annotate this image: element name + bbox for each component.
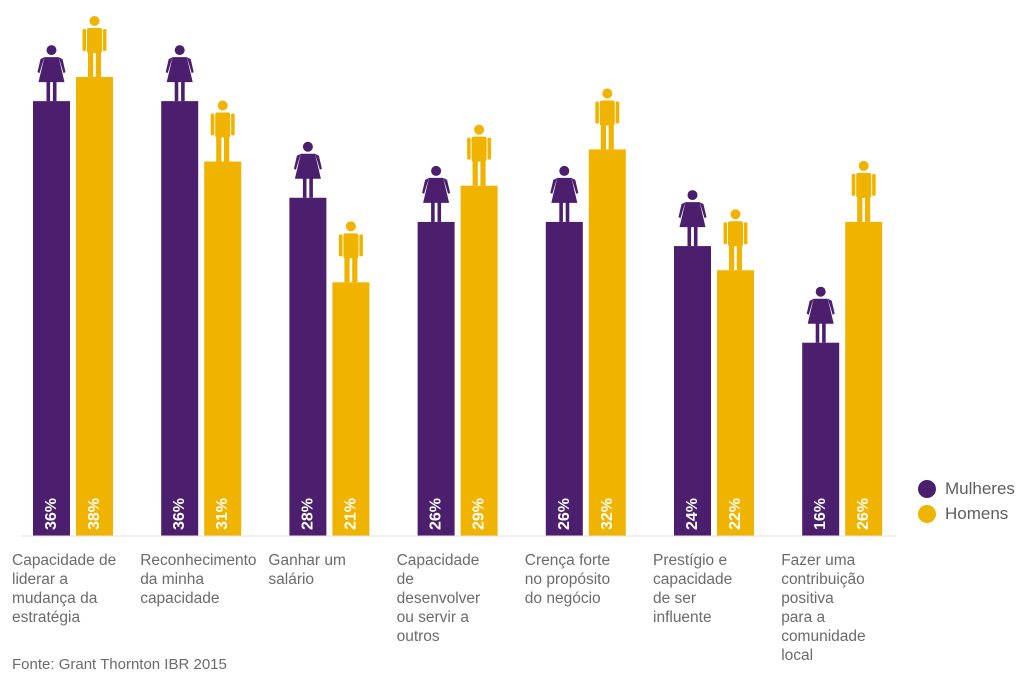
bar-mulheres-6 <box>802 342 840 536</box>
man-icon-5 <box>723 209 748 271</box>
category-label-1: Reconhecimento da minha capacidade <box>140 552 257 607</box>
woman-icon-4 <box>550 165 579 222</box>
legend-item-homens: Homens <box>918 504 1008 524</box>
bar-mulheres-2 <box>289 197 327 536</box>
legend-swatch-mulheres <box>918 480 936 498</box>
woman-icon-2 <box>293 141 322 198</box>
category-label-4: Crença forte no propósito do negócio <box>524 552 611 607</box>
value-label-homens-4: 32% <box>599 498 616 530</box>
bar-homens-2 <box>332 282 370 536</box>
bar-homens-3 <box>460 185 498 536</box>
legend-swatch-homens <box>918 505 936 523</box>
value-labels-layer: 36% 38% 36% 31% 28% 21% 26% 29% 26% 32% 24% 22% 16% 2… <box>43 498 872 530</box>
bar-homens-0 <box>76 76 113 537</box>
bar-mulheres-0 <box>33 101 70 537</box>
value-label-mulheres-4: 26% <box>556 498 573 530</box>
value-label-homens-2: 21% <box>342 498 359 530</box>
bar-homens-4 <box>588 149 626 536</box>
value-label-mulheres-6: 16% <box>812 498 829 530</box>
category-label-0: Capacidade de liderar a mudança da estra… <box>12 552 117 626</box>
icons-layer <box>37 15 876 343</box>
man-icon-3 <box>467 124 492 186</box>
man-icon-6 <box>851 160 876 222</box>
value-label-homens-6: 26% <box>855 498 872 530</box>
man-icon-2 <box>338 221 363 283</box>
bar-homens-6 <box>845 221 883 537</box>
legend-label-homens: Homens <box>945 504 1009 523</box>
source-note: Fonte: Grant Thornton IBR 2015 <box>12 656 227 673</box>
woman-icon-5 <box>678 190 707 247</box>
category-label-3: Capacidade de desenvolver ou servir a ou… <box>396 552 481 645</box>
man-icon-4 <box>595 88 620 150</box>
woman-icon-6 <box>806 286 835 343</box>
legend-label-mulheres: Mulheres <box>945 479 1015 498</box>
category-label-5: Prestígio e capacidade de ser influente <box>653 552 733 626</box>
value-label-mulheres-1: 36% <box>171 498 188 530</box>
value-label-homens-5: 22% <box>727 498 744 530</box>
bar-mulheres-3 <box>417 221 455 537</box>
man-icon-1 <box>210 100 235 162</box>
category-label-6: Fazer uma contribuição positiva para a c… <box>781 552 866 664</box>
value-label-mulheres-3: 26% <box>428 498 445 530</box>
value-label-homens-3: 29% <box>471 498 488 530</box>
category-label-2: Ganhar um salário <box>268 552 346 588</box>
bar-homens-1 <box>204 161 242 536</box>
value-label-mulheres-5: 24% <box>684 498 701 530</box>
bars-layer <box>33 76 883 537</box>
legend-item-mulheres: Mulheres <box>918 479 1015 499</box>
value-label-homens-0: 38% <box>86 498 103 530</box>
value-label-homens-1: 31% <box>214 498 231 530</box>
value-label-mulheres-0: 36% <box>43 498 60 530</box>
woman-icon-1 <box>165 45 194 102</box>
bar-mulheres-5 <box>674 246 711 536</box>
value-label-mulheres-2: 28% <box>299 498 316 530</box>
bar-mulheres-1 <box>161 101 199 537</box>
bar-mulheres-4 <box>545 221 583 537</box>
woman-icon-3 <box>422 165 451 222</box>
woman-icon-0 <box>37 45 66 102</box>
man-icon-0 <box>82 15 107 77</box>
bar-homens-5 <box>717 270 754 536</box>
